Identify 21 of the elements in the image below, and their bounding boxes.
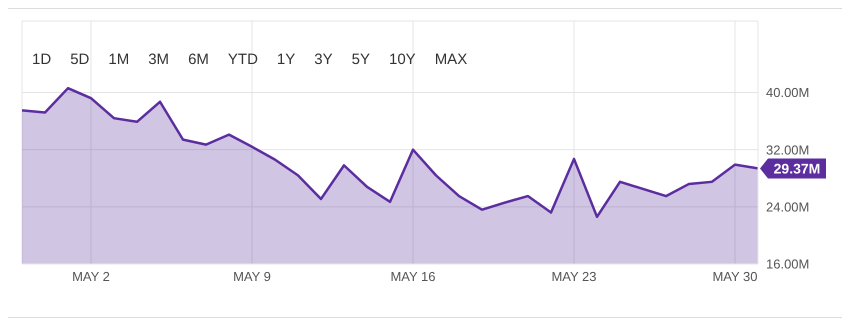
x-tick-label: MAY 2 [72,269,110,284]
annotation: 5Y [352,51,370,68]
annotation: MAX [434,51,468,68]
x-tick-label: MAY 23 [551,269,597,284]
y-tick-label: 24.00M [766,199,810,214]
x-tick-label: MAY 16 [390,269,436,284]
x-tick-label: MAY 30 [712,269,758,284]
y-tick-label: 16.00M [766,256,810,272]
annotation: YTD [228,51,258,68]
annotation: 5D [70,51,90,68]
x-tick-label: MAY 9 [233,269,271,284]
y-tick-label: 32.00M [766,142,810,158]
annotation: 3M [148,51,170,68]
data-label: 29.37M [774,160,820,176]
y-tick-label: 40.00M [766,85,810,100]
annotation: 3Y [314,51,333,68]
annotation: 1M [108,51,130,68]
annotation: 1Y [276,51,296,68]
annotation: 10Y [388,51,416,68]
annotation: 1D [32,51,52,68]
annotation: 6M [188,51,209,68]
